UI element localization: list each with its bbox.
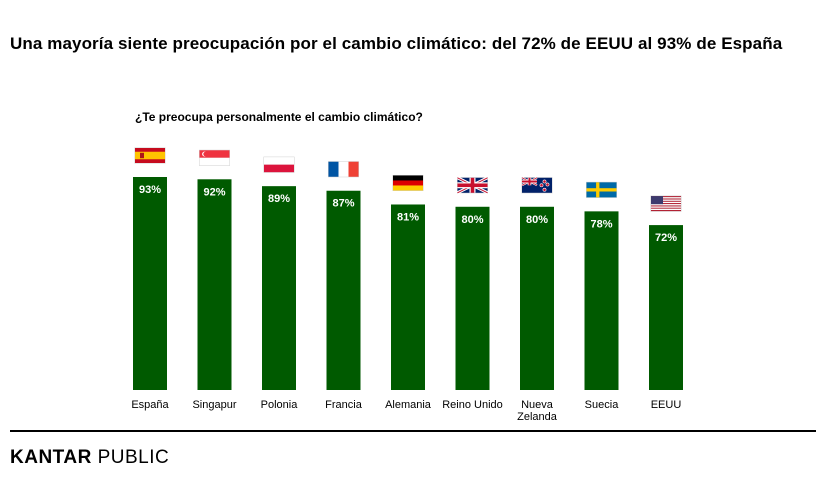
bar-singapur xyxy=(197,179,232,390)
spain-flag xyxy=(134,147,166,164)
category-label: Polonia xyxy=(261,399,299,411)
brand-logo-part2: PUBLIC xyxy=(97,447,170,468)
category-label: EEUU xyxy=(651,399,682,411)
bar-suecia xyxy=(584,211,619,390)
data-label: 89% xyxy=(268,193,290,205)
chart-subtitle: ¿Te preocupa personalmente el cambio cli… xyxy=(135,110,423,124)
usa-flag xyxy=(650,195,682,212)
bar-españa xyxy=(133,177,167,390)
category-label: Nueva Zelanda xyxy=(517,399,558,423)
category-label: Suecia xyxy=(585,399,620,411)
category-label-line: Suecia xyxy=(585,399,620,411)
bar-francia xyxy=(326,190,361,390)
bar-reino-unido xyxy=(455,206,490,390)
category-label-line: Alemania xyxy=(385,399,432,411)
category-label-line: Reino Unido xyxy=(442,399,503,411)
new-zealand-flag xyxy=(521,176,553,194)
brand-logo: KANTAR PUBLIC xyxy=(10,447,169,469)
footer-divider xyxy=(10,430,816,432)
bar-polonia xyxy=(262,186,296,390)
bar-nueva-zelanda xyxy=(520,206,554,390)
bar-eeuu xyxy=(649,225,683,390)
category-label-line: EEUU xyxy=(651,399,682,411)
data-label: 80% xyxy=(461,214,483,226)
chart-title: Una mayoría siente preocupación por el c… xyxy=(10,34,783,53)
data-label: 81% xyxy=(397,211,419,223)
category-label-line: Polonia xyxy=(261,399,299,411)
data-label: 78% xyxy=(590,218,612,230)
bar-chart: ¿Te preocupa personalmente el cambio cli… xyxy=(131,110,683,423)
category-label: Singapur xyxy=(192,399,236,411)
category-label-line: Francia xyxy=(325,399,363,411)
uk-flag xyxy=(456,176,489,195)
france-flag xyxy=(328,161,359,178)
data-label: 80% xyxy=(526,214,548,226)
category-label: España xyxy=(131,399,169,411)
category-label-line: Nueva xyxy=(521,399,554,411)
category-label: Reino Unido xyxy=(442,399,503,411)
category-label-line: Singapur xyxy=(192,399,236,411)
category-label: Alemania xyxy=(385,399,432,411)
category-label-line: España xyxy=(131,399,169,411)
brand-logo-part1: KANTAR xyxy=(10,447,92,468)
data-label: 92% xyxy=(203,186,225,198)
category-label-line: Zelanda xyxy=(517,411,558,423)
data-label: 93% xyxy=(139,184,161,196)
bar-alemania xyxy=(391,204,425,390)
sweden-flag xyxy=(586,181,617,198)
germany-flag xyxy=(392,174,424,191)
data-label: 87% xyxy=(332,198,354,210)
poland-flag xyxy=(263,156,295,173)
data-label: 72% xyxy=(655,232,677,244)
singapore-flag xyxy=(199,149,230,166)
category-label: Francia xyxy=(325,399,363,411)
